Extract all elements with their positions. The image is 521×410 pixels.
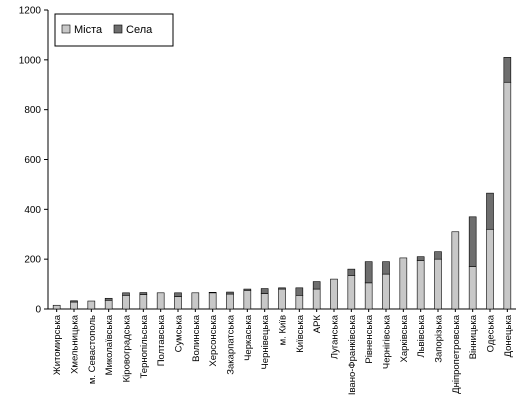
bars bbox=[52, 57, 512, 310]
bar-sela bbox=[278, 287, 286, 290]
bar-mista bbox=[122, 294, 130, 310]
bar-sela bbox=[260, 288, 269, 294]
x-category-label: м. Київ bbox=[278, 315, 289, 345]
bar-mista bbox=[468, 266, 477, 310]
bar-mista bbox=[330, 278, 338, 310]
bar-sela bbox=[226, 291, 234, 295]
bar-sela bbox=[364, 261, 373, 284]
x-category-label: м. Севастополь bbox=[87, 315, 98, 384]
bar-sela bbox=[486, 192, 494, 230]
legend: Міста Села bbox=[54, 13, 174, 47]
bar-sela bbox=[416, 256, 425, 261]
x-category-label: Хмельницька bbox=[70, 314, 81, 374]
bar-sela bbox=[174, 292, 182, 297]
bar-sela bbox=[382, 261, 390, 275]
bar-sela bbox=[468, 216, 477, 267]
x-category-label: АРК bbox=[312, 315, 323, 334]
x-category-label: Дніпропетровська bbox=[451, 314, 462, 394]
x-category-label: Сумська bbox=[174, 314, 185, 352]
bar-sela bbox=[312, 281, 321, 290]
x-category-label: Одеська bbox=[486, 314, 497, 352]
x-category-label: Чернівецька bbox=[260, 314, 271, 369]
bar-mista bbox=[174, 296, 182, 310]
bar-mista bbox=[486, 228, 494, 310]
bar-sela bbox=[104, 297, 113, 301]
y-tick-label: 0 bbox=[35, 305, 41, 316]
x-category-label: Запорізька bbox=[434, 314, 445, 363]
bar-mista bbox=[104, 299, 113, 310]
y-tick-label: 600 bbox=[24, 155, 41, 166]
x-category-label: Львівська bbox=[416, 314, 427, 357]
legend-label-sela: Села bbox=[126, 24, 153, 36]
x-category-label: Івано-Франківська bbox=[347, 314, 358, 395]
x-category-label: Волинська bbox=[191, 314, 202, 362]
bar-sela bbox=[503, 57, 512, 83]
x-category-label: Харківська bbox=[399, 314, 410, 362]
x-category-label: Вінницька bbox=[468, 314, 479, 359]
bar-sela bbox=[122, 292, 130, 296]
bar-mista bbox=[278, 288, 286, 310]
x-category-label: Донецька bbox=[503, 314, 514, 357]
bar-mista bbox=[226, 293, 234, 310]
bar-mista bbox=[399, 257, 408, 310]
y-tick-label: 400 bbox=[24, 205, 41, 216]
bar-mista bbox=[156, 292, 165, 310]
bar-mista bbox=[191, 292, 200, 310]
bar-mista bbox=[364, 282, 373, 310]
x-category-label: Кіровоградська bbox=[122, 314, 133, 382]
x-category-label: Житомирська bbox=[52, 314, 63, 375]
x-category-label: Закарпатська bbox=[226, 314, 237, 374]
x-category-label: Луганська bbox=[330, 314, 341, 359]
bar-mista bbox=[260, 293, 269, 310]
x-category-label: Тернопільська bbox=[139, 314, 150, 378]
bar-sela bbox=[434, 251, 442, 260]
bar-mista bbox=[382, 273, 390, 310]
y-tick-label: 1200 bbox=[19, 6, 42, 17]
bar-mista bbox=[139, 294, 148, 310]
x-category-label: Черкаська bbox=[243, 314, 254, 361]
bar-mista bbox=[347, 275, 356, 310]
legend-swatch-sela bbox=[113, 24, 123, 34]
bar-mista bbox=[70, 301, 78, 310]
bar-sela bbox=[295, 287, 304, 296]
y-tick-label: 200 bbox=[24, 255, 41, 266]
axes bbox=[47, 10, 516, 310]
x-category-label: Полтавська bbox=[156, 314, 167, 366]
x-category-label: Рівненська bbox=[364, 314, 375, 363]
bar-sela bbox=[208, 292, 217, 294]
bar-sela bbox=[347, 268, 356, 276]
bar-mista bbox=[52, 304, 61, 310]
bar-mista bbox=[434, 258, 442, 310]
x-category-label: Чернігівська bbox=[382, 314, 393, 369]
x-category-label: Київська bbox=[295, 314, 306, 352]
bar-sela bbox=[70, 300, 78, 303]
x-category-label: Миколаївська bbox=[104, 314, 115, 375]
y-tick-label: 1000 bbox=[19, 55, 42, 66]
bar-mista bbox=[87, 300, 96, 310]
bar-sela bbox=[139, 292, 148, 295]
y-tick-label: 800 bbox=[24, 105, 41, 116]
x-category-label: Херсонська bbox=[208, 314, 219, 366]
bar-mista bbox=[312, 288, 321, 310]
x-axis-categories: Житомирська Хмельницька м. Севастополь Мико… bbox=[52, 309, 514, 395]
bar-sela bbox=[243, 288, 252, 291]
legend-label-mista: Міста bbox=[74, 24, 103, 36]
bar-mista bbox=[451, 231, 460, 310]
bar-mista bbox=[416, 260, 425, 310]
bar-mista bbox=[295, 294, 304, 310]
legend-swatch-mista bbox=[61, 24, 71, 34]
bar-mista bbox=[208, 292, 217, 310]
bar-mista bbox=[243, 290, 252, 310]
y-axis-ticks: 0 200 400 600 800 1000 1200 bbox=[19, 6, 48, 316]
bar-mista bbox=[503, 81, 512, 310]
